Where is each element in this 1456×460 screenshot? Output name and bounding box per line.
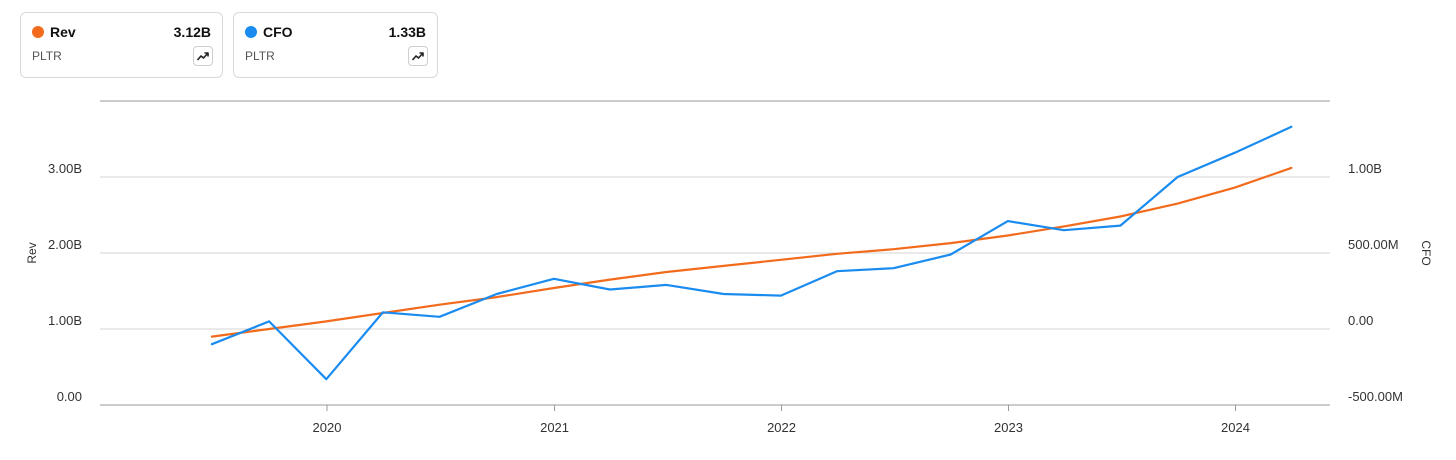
rev-series-dot	[32, 26, 44, 38]
y-tick-label-right: 0.00	[1348, 313, 1373, 328]
y-tick-label-right: -500.00M	[1348, 389, 1403, 404]
cfo-series-dot	[245, 26, 257, 38]
series-line-cfo	[210, 125, 1293, 381]
cfo-series-value: 1.33B	[388, 24, 426, 40]
series-line-rev	[210, 166, 1293, 338]
y-tick-label-left: 0.00	[57, 389, 82, 404]
y-tick-label-left: 3.00B	[48, 161, 82, 176]
x-tick-label: 2023	[994, 420, 1023, 435]
rev-ticker: PLTR	[32, 49, 62, 63]
x-tick-label: 2021	[540, 420, 569, 435]
cfo-series-name: CFO	[263, 24, 293, 40]
y-tick-label-left: 2.00B	[48, 237, 82, 252]
trend-up-icon	[411, 52, 424, 61]
trend-up-icon	[196, 52, 209, 61]
y-axis-label-left: Rev	[25, 242, 39, 263]
y-tick-label-left: 1.00B	[48, 313, 82, 328]
rev-series-name: Rev	[50, 24, 76, 40]
cfo-trend-button[interactable]	[408, 46, 428, 66]
rev-series-value: 3.12B	[173, 24, 211, 40]
legend-card-cfo[interactable]: CFO 1.33B PLTR	[233, 12, 438, 78]
legend-card-rev[interactable]: Rev 3.12B PLTR	[20, 12, 223, 78]
y-tick-label-right: 1.00B	[1348, 161, 1382, 176]
y-axis-label-right: CFO	[1419, 240, 1433, 265]
cfo-ticker: PLTR	[245, 49, 275, 63]
x-tick-label: 2022	[767, 420, 796, 435]
x-tick-label: 2024	[1221, 420, 1250, 435]
x-tick-label: 2020	[313, 420, 342, 435]
y-tick-label-right: 500.00M	[1348, 237, 1399, 252]
rev-trend-button[interactable]	[193, 46, 213, 66]
